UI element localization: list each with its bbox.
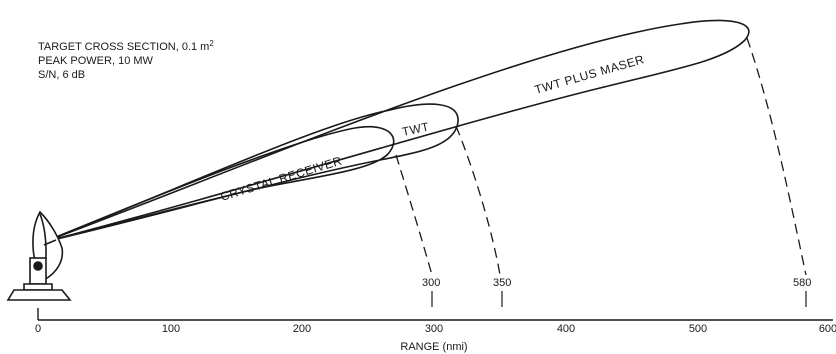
range-markers: 300 350 580 — [422, 277, 811, 289]
lobe-label-twt: TWT — [401, 119, 431, 138]
lobe-crystal-receiver — [43, 125, 395, 243]
range-arc-580 — [746, 37, 807, 276]
tick-label-600: 600 — [819, 323, 836, 335]
parameter-block: TARGET CROSS SECTION, 0.1 m2 PEAK POWER,… — [38, 39, 214, 81]
range-axis: 0 100 200 300 400 500 600 RANGE (nmi) — [35, 308, 836, 353]
range-arc-300 — [395, 154, 433, 276]
param-signal-to-noise: S/N, 6 dB — [38, 69, 85, 81]
param-cross-section: TARGET CROSS SECTION, 0.1 m2 — [38, 39, 214, 53]
tick-label-300: 300 — [425, 323, 443, 335]
axis-tick-labels: 0 100 200 300 400 500 600 — [35, 323, 836, 335]
range-marker-stems — [431, 291, 807, 307]
range-arcs — [395, 37, 807, 276]
range-arc-350 — [455, 125, 501, 276]
axis-title: RANGE (nmi) — [400, 341, 467, 353]
lobe-twt — [43, 103, 459, 243]
param-peak-power: PEAK POWER, 10 MW — [38, 55, 154, 67]
tick-label-400: 400 — [557, 323, 575, 335]
lobe-label-crystal-receiver: CRYSTAL RECEIVER — [219, 154, 344, 204]
beam-lobes — [43, 19, 750, 243]
tick-label-200: 200 — [293, 323, 311, 335]
tick-label-500: 500 — [689, 323, 707, 335]
tick-label-0: 0 — [35, 323, 41, 335]
lobe-twt-plus-maser — [43, 19, 750, 243]
radar-antenna-icon — [6, 210, 72, 301]
range-marker-350: 350 — [493, 277, 511, 289]
range-marker-300: 300 — [422, 277, 440, 289]
range-marker-580: 580 — [793, 277, 811, 289]
tick-label-100: 100 — [162, 323, 180, 335]
